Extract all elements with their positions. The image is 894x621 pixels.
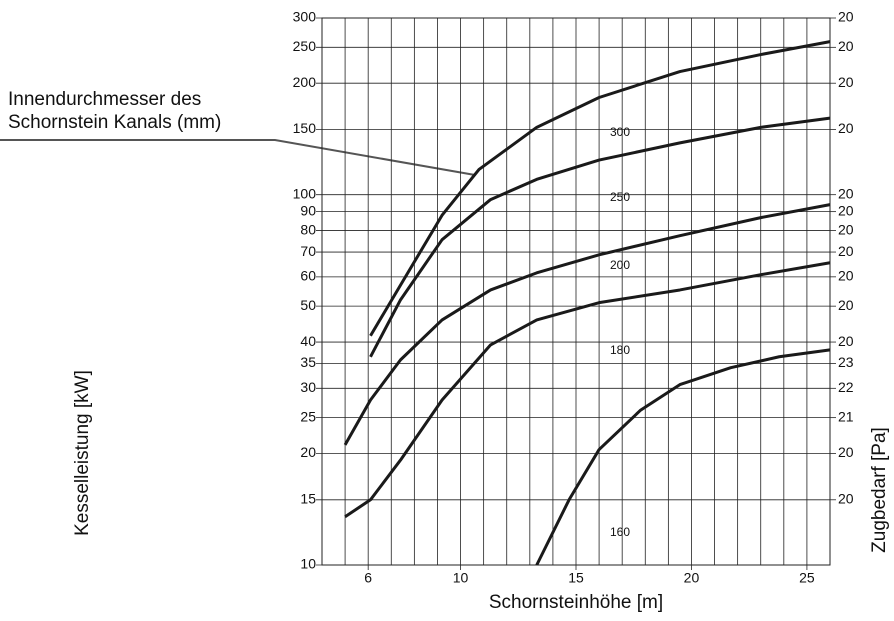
x-tick-label: 15 bbox=[568, 570, 584, 586]
y-tick-label: 80 bbox=[300, 221, 316, 237]
x-tick-label: 20 bbox=[684, 570, 700, 586]
y-tick-label: 40 bbox=[300, 333, 316, 349]
y-tick-label: 60 bbox=[300, 268, 316, 284]
y-tick-label: 200 bbox=[293, 74, 317, 90]
y2-tick-label: 21 bbox=[838, 408, 854, 424]
y-tick-label: 70 bbox=[300, 243, 316, 259]
y2-tick-label: 20 bbox=[838, 490, 854, 506]
y-tick-label: 250 bbox=[293, 38, 317, 54]
series-label: 160 bbox=[610, 525, 630, 539]
series-label: 200 bbox=[610, 258, 630, 272]
plot-frame bbox=[321, 17, 831, 566]
y-tick-label: 20 bbox=[300, 444, 316, 460]
y-axis-title: Kesselleistung [kW] bbox=[72, 370, 93, 536]
series-line bbox=[369, 116, 831, 358]
y2-tick-label: 20 bbox=[838, 74, 854, 90]
y-tick-label: 30 bbox=[300, 379, 316, 395]
series-label: 300 bbox=[610, 125, 630, 139]
y2-tick-label: 20 bbox=[838, 297, 854, 313]
y-tick-label: 100 bbox=[293, 185, 317, 201]
x-tick-label: 10 bbox=[453, 570, 469, 586]
y2-tick-label: 22 bbox=[838, 379, 854, 395]
y2-tick-label: 20 bbox=[838, 9, 854, 25]
x-tick-label: 25 bbox=[799, 570, 815, 586]
annotation-leader bbox=[0, 139, 476, 176]
y2-tick-label: 20 bbox=[838, 243, 854, 259]
y-tick-label: 50 bbox=[300, 297, 316, 313]
y2-tick-label: 20 bbox=[838, 38, 854, 54]
y-tick-label: 15 bbox=[300, 490, 316, 506]
y-tick-label: 150 bbox=[293, 120, 317, 136]
y2-tick-label: 20 bbox=[838, 221, 854, 237]
x-tick-label: 6 bbox=[364, 570, 372, 586]
annotation: Innendurchmesser des bbox=[8, 89, 201, 110]
y2-axis-title: Zugbedarf [Pa] bbox=[869, 427, 890, 553]
y2-tick-label: 20 bbox=[838, 444, 854, 460]
x-axis-title: Schornsteinhöhe [m] bbox=[489, 592, 663, 613]
y-tick-label: 90 bbox=[300, 202, 316, 218]
y2-tick-label: 20 bbox=[838, 268, 854, 284]
series-line bbox=[369, 40, 831, 337]
y-tick-label: 300 bbox=[293, 9, 317, 25]
y2-tick-label: 23 bbox=[838, 354, 854, 370]
series-line bbox=[535, 348, 831, 566]
y2-tick-label: 20 bbox=[838, 333, 854, 349]
annotation: Schornstein Kanals (mm) bbox=[8, 112, 221, 133]
y-tick-label: 10 bbox=[300, 556, 316, 572]
y2-tick-label: 20 bbox=[838, 202, 854, 218]
series-label: 180 bbox=[610, 343, 630, 357]
series-label: 250 bbox=[610, 190, 630, 204]
series-line bbox=[343, 203, 831, 446]
y-tick-label: 35 bbox=[300, 354, 316, 370]
series-line bbox=[344, 261, 831, 518]
y2-tick-label: 20 bbox=[838, 120, 854, 136]
y-tick-label: 25 bbox=[300, 408, 316, 424]
y2-tick-label: 20 bbox=[838, 185, 854, 201]
